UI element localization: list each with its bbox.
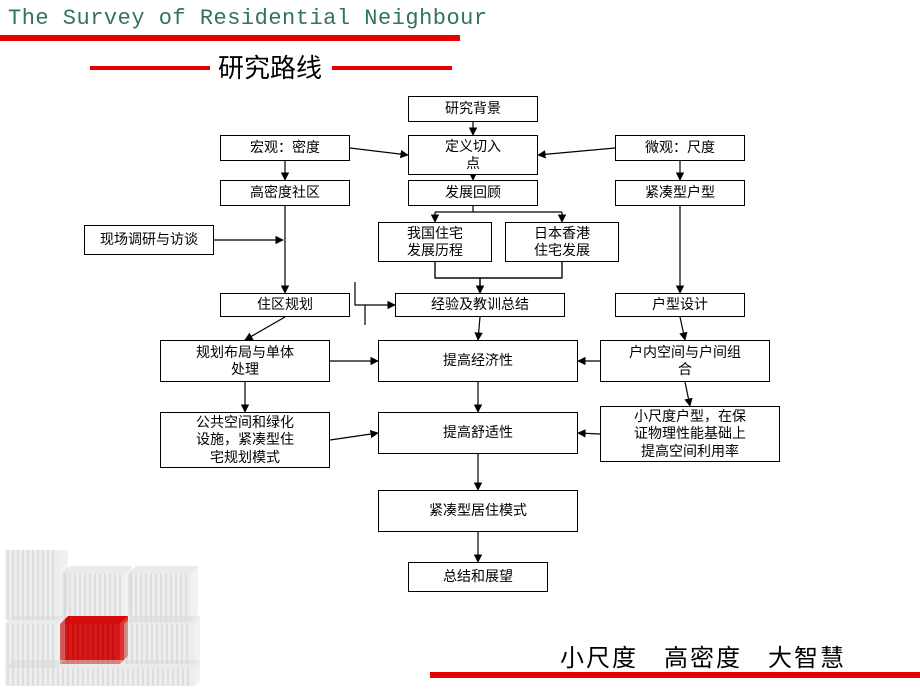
flowchart-node-n18: 提高舒适性	[378, 412, 578, 454]
flowchart-node-n5: 高密度社区	[220, 180, 350, 206]
flowchart-node-n16: 户内空间与户间组合	[600, 340, 770, 382]
flowchart-node-n17: 公共空间和绿化设施，紧凑型住宅规划模式	[160, 412, 330, 468]
flowchart-node-n15: 提高经济性	[378, 340, 578, 382]
flowchart-node-n21: 总结和展望	[408, 562, 548, 592]
flowchart-node-n8: 现场调研与访谈	[84, 225, 214, 255]
flowchart-node-n12: 经验及教训总结	[395, 293, 565, 317]
flowchart-node-n6: 发展回顾	[408, 180, 538, 206]
decorative-3d-blocks	[0, 550, 200, 690]
flowchart-node-n4: 微观：尺度	[615, 135, 745, 161]
flowchart-node-n10: 日本香港住宅发展	[505, 222, 619, 262]
flowchart-node-n3: 定义切入点	[408, 135, 538, 175]
flowchart-node-n2: 宏观：密度	[220, 135, 350, 161]
flowchart-node-n1: 研究背景	[408, 96, 538, 122]
flowchart-node-n13: 户型设计	[615, 293, 745, 317]
flowchart-node-n7: 紧凑型户型	[615, 180, 745, 206]
footer-slogan: 小尺度 高密度 大智慧	[560, 638, 846, 673]
flowchart-node-n20: 紧凑型居住模式	[378, 490, 578, 532]
flowchart-node-n19: 小尺度户型，在保证物理性能基础上提高空间利用率	[600, 406, 780, 462]
flowchart-node-n14: 规划布局与单体处理	[160, 340, 330, 382]
flowchart-node-n9: 我国住宅发展历程	[378, 222, 492, 262]
flowchart-node-n11: 住区规划	[220, 293, 350, 317]
